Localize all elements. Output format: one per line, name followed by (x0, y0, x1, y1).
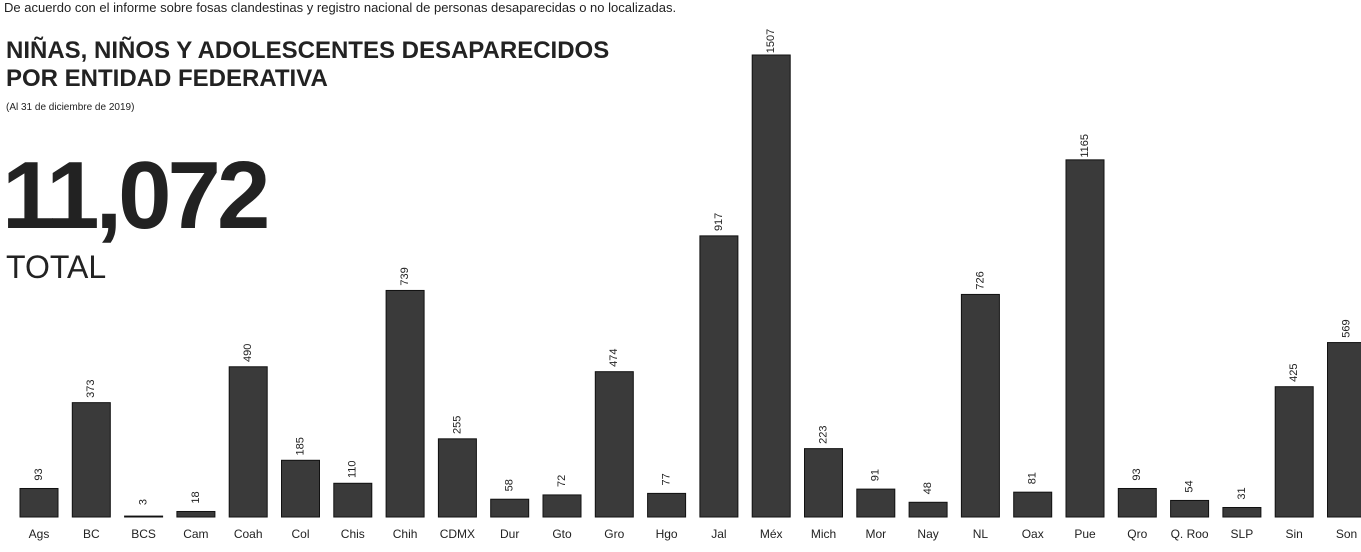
value-label: 373 (85, 379, 97, 397)
value-label: 739 (399, 267, 411, 285)
x-tick-label: Mor (865, 527, 886, 541)
value-label: 917 (713, 213, 725, 231)
value-label: 93 (1131, 468, 1143, 480)
x-tick-label: Oax (1022, 527, 1044, 541)
x-tick-label: BCS (131, 527, 156, 541)
value-label: 490 (242, 344, 254, 362)
value-label: 58 (504, 479, 516, 491)
value-label: 1165 (1079, 134, 1091, 158)
x-tick-label: Ags (29, 527, 50, 541)
x-tick-label: Chis (341, 527, 365, 541)
note: De acuerdo con el informe sobre fosas cl… (4, 0, 676, 15)
bar (281, 459, 320, 518)
x-tick-label: Dur (500, 527, 519, 541)
bar (1013, 491, 1053, 518)
bar (804, 448, 843, 518)
bar (71, 402, 111, 518)
x-tick-label: Nay (917, 527, 938, 541)
total-label: TOTAL (6, 249, 106, 285)
total: 11,072 (2, 142, 267, 249)
bar (124, 515, 164, 518)
bar (333, 482, 373, 518)
bar (1170, 499, 1210, 518)
value-label: 474 (608, 349, 620, 367)
chart-title: POR ENTIDAD FEDERATIVA (6, 65, 328, 92)
value-label: 425 (1288, 364, 1300, 382)
bar (19, 487, 59, 518)
bar (908, 501, 948, 518)
x-tick-label: NL (973, 527, 989, 541)
bar (1117, 487, 1157, 518)
x-tick-label: Jal (711, 527, 726, 541)
bar (542, 494, 582, 518)
bar (1222, 506, 1262, 518)
value-label: 223 (817, 425, 829, 443)
x-tick-label: Pue (1074, 527, 1096, 541)
x-tick-label: Gto (552, 527, 572, 541)
subtitle: (Al 31 de diciembre de 2019) (6, 102, 134, 113)
chart-title: NIÑAS, NIÑOS Y ADOLESCENTES DESAPARECIDO… (6, 36, 609, 64)
x-tick-label: Qro (1127, 527, 1147, 541)
x-tick-label: Mich (811, 527, 836, 541)
bar (1327, 342, 1361, 518)
value-label: 110 (347, 461, 359, 479)
value-label: 3 (138, 499, 150, 505)
x-tick-label: Gro (604, 527, 624, 541)
bar (594, 371, 634, 518)
value-label: 81 (1027, 472, 1039, 484)
x-tick-label: Cam (183, 527, 208, 541)
x-tick-label: Méx (760, 527, 783, 541)
bar (647, 492, 687, 518)
x-tick-label: SLP (1231, 527, 1254, 541)
x-tick-label: CDMX (440, 527, 475, 541)
value-label: 72 (556, 475, 568, 487)
bar (490, 498, 530, 518)
value-label: 185 (294, 437, 306, 455)
bar (228, 366, 268, 518)
x-tick-label: Sin (1286, 527, 1303, 541)
value-label: 54 (1184, 480, 1196, 492)
value-label: 31 (1236, 487, 1248, 499)
bar (437, 438, 477, 518)
bar (699, 235, 739, 518)
value-label: 48 (922, 482, 934, 494)
value-label: 77 (661, 473, 673, 485)
x-tick-label: Q. Roo (1171, 527, 1209, 541)
x-tick-label: Son (1336, 527, 1357, 541)
x-tick-label: Col (291, 527, 309, 541)
bar (385, 289, 425, 518)
bar (176, 510, 216, 518)
value-label: 569 (1340, 319, 1352, 337)
bar (1065, 159, 1105, 518)
value-label: 255 (451, 416, 463, 434)
value-label: 93 (33, 468, 45, 480)
bar (1274, 386, 1314, 518)
value-label: 18 (190, 491, 202, 503)
bar (960, 293, 1000, 518)
bar (751, 54, 791, 518)
bar (856, 488, 896, 518)
value-label: 91 (870, 469, 882, 481)
x-tick-label: BC (83, 527, 100, 541)
value-label: 726 (974, 271, 986, 289)
x-tick-label: Coah (234, 527, 263, 541)
value-label: 1507 (765, 29, 777, 53)
x-tick-label: Hgo (656, 527, 678, 541)
x-tick-label: Chih (393, 527, 418, 541)
